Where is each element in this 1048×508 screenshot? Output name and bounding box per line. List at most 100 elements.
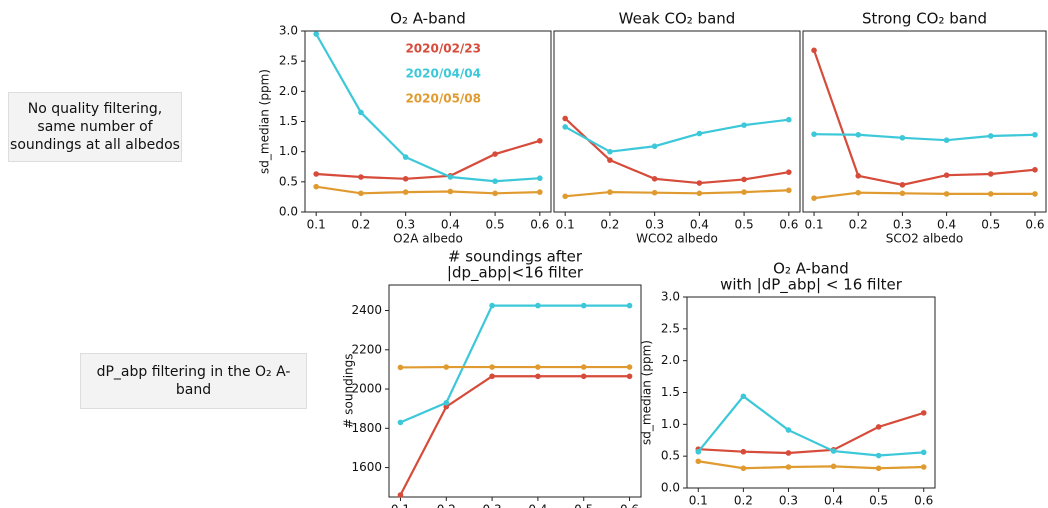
x-axis-label: O2A albedo — [393, 232, 463, 246]
data-point — [786, 187, 792, 194]
data-point — [741, 189, 747, 195]
data-point — [785, 464, 792, 470]
note-box: dP_abp filtering in the O₂ A-band — [80, 353, 307, 409]
chart-title: |dp_abp|<16 filter — [447, 264, 584, 283]
chart-title: Weak CO₂ band — [619, 10, 736, 28]
data-point — [740, 448, 747, 455]
x-tick-label: 0.3 — [645, 218, 664, 232]
data-point — [447, 174, 454, 180]
data-point — [785, 427, 792, 433]
x-tick-label: 0.6 — [530, 218, 549, 232]
chart-title: # soundings after — [448, 248, 583, 266]
y-tick-label: 2200 — [351, 342, 382, 356]
data-point — [899, 190, 906, 197]
legend-entry: 2020/04/04 — [405, 67, 481, 81]
x-tick-label: 0.3 — [483, 503, 502, 508]
data-point — [695, 458, 702, 465]
data-point — [875, 465, 882, 472]
data-point — [443, 403, 450, 410]
x-tick-label: 0.4 — [441, 218, 460, 232]
x-tick-label: 0.4 — [937, 218, 956, 232]
data-point — [489, 302, 495, 309]
series-line — [315, 33, 540, 183]
y-tick-label: 1.5 — [661, 385, 680, 399]
series-line — [813, 191, 1035, 200]
y-tick-label: 1800 — [351, 421, 382, 435]
data-point — [443, 399, 450, 406]
data-point — [402, 176, 409, 182]
series-line — [400, 304, 630, 424]
chart-title: with |dP_abp| < 16 filter — [720, 276, 903, 295]
data-point — [492, 190, 498, 197]
data-point — [943, 191, 950, 197]
data-point — [580, 302, 587, 309]
data-point — [535, 364, 541, 370]
data-point — [402, 154, 409, 160]
data-point — [607, 148, 613, 155]
data-point — [920, 449, 927, 456]
data-point — [537, 189, 543, 195]
y-tick-label: 2.5 — [661, 321, 680, 335]
data-point — [607, 157, 613, 163]
data-point — [535, 373, 541, 380]
data-point — [535, 302, 541, 309]
legend-entry: 2020/02/23 — [405, 42, 481, 56]
y-tick-label: 2000 — [351, 382, 382, 396]
data-point — [741, 122, 747, 128]
x-axis-label: SCO2 albedo — [886, 232, 964, 246]
chart-title: O₂ A-band — [773, 260, 849, 278]
x-tick-label: 0.5 — [981, 218, 1000, 232]
data-point — [695, 448, 702, 455]
plot-frame — [304, 30, 552, 213]
x-tick-label: 0.1 — [556, 218, 575, 232]
data-point — [741, 176, 747, 183]
series-line — [564, 118, 789, 153]
data-point — [489, 364, 495, 370]
x-tick-label: 0.1 — [804, 218, 823, 232]
chart-title: Strong CO₂ band — [862, 10, 987, 28]
x-tick-label: 0.4 — [690, 218, 709, 232]
y-tick-label: 1600 — [351, 460, 382, 474]
data-point — [537, 175, 543, 182]
series-line — [399, 375, 630, 496]
series-line — [316, 185, 540, 195]
data-point — [943, 172, 950, 178]
data-point — [875, 452, 882, 459]
x-tick-label: 0.2 — [600, 218, 619, 232]
data-point — [537, 138, 543, 144]
series-line — [814, 133, 1035, 142]
legend-entry: 2020/05/08 — [405, 92, 481, 106]
x-tick-label: 0.4 — [824, 494, 843, 508]
data-point — [313, 171, 319, 177]
data-point — [443, 364, 450, 370]
y-tick-label: 0.5 — [661, 449, 680, 463]
x-tick-label: 0.3 — [779, 494, 798, 508]
data-point — [811, 47, 817, 54]
series-line — [697, 394, 924, 457]
data-point — [855, 131, 862, 138]
plot-frame — [553, 30, 801, 213]
data-point — [855, 189, 862, 196]
series-line — [564, 117, 789, 185]
y-tick-label: 0.0 — [279, 205, 298, 219]
data-point — [358, 174, 364, 180]
data-point — [562, 193, 568, 200]
chart-title: O₂ A-band — [390, 10, 466, 28]
data-point — [855, 173, 862, 179]
data-point — [580, 364, 587, 370]
series-line — [698, 460, 924, 470]
y-axis-label: sd_median (ppm) — [640, 340, 654, 445]
data-point — [313, 31, 319, 37]
y-tick-label: 2400 — [351, 303, 382, 317]
data-point — [358, 190, 364, 197]
note-box: No quality filtering, same number of sou… — [8, 92, 182, 162]
x-tick-label: 0.5 — [486, 218, 505, 232]
data-point — [313, 183, 319, 190]
data-point — [562, 115, 568, 122]
x-tick-label: 0.1 — [391, 503, 410, 508]
data-point — [1032, 191, 1038, 197]
data-point — [562, 124, 568, 130]
data-point — [696, 130, 703, 137]
data-point — [397, 419, 404, 426]
